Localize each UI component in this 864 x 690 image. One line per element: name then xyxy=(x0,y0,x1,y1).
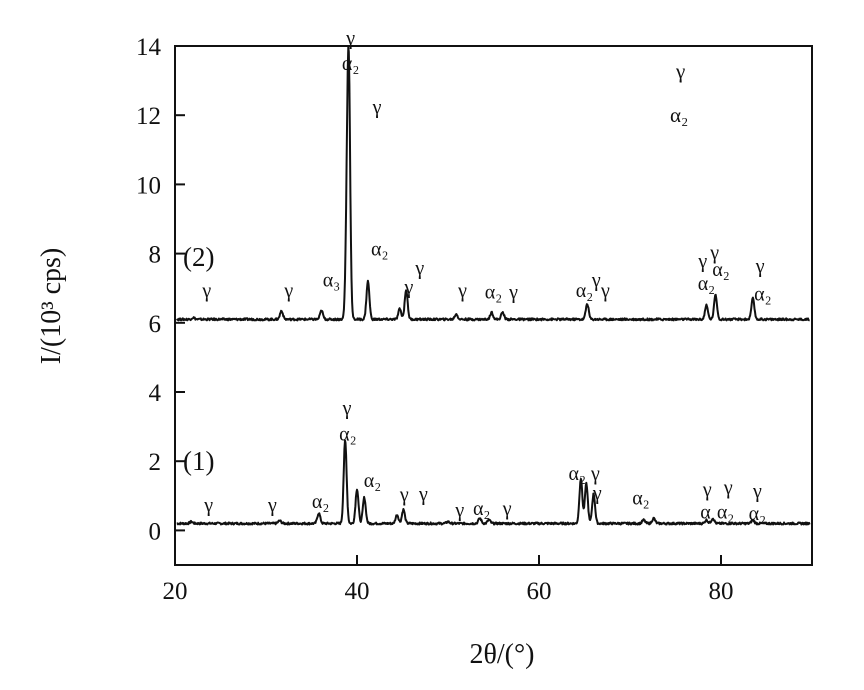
peak-label: γ xyxy=(502,498,512,520)
peak-label: γ xyxy=(342,397,352,419)
peak-label: γ xyxy=(201,280,211,302)
y-axis-title: I/(10³ cps) xyxy=(36,248,67,364)
peak-label: α₂ xyxy=(754,283,771,305)
y-tick-label: 4 xyxy=(149,380,162,407)
peak-label: α₂ xyxy=(485,282,502,304)
peak-label: γ xyxy=(723,477,733,499)
y-tick-label: 6 xyxy=(149,311,162,338)
series-line-2 xyxy=(175,46,811,322)
peak-label: α₃ xyxy=(323,269,340,291)
peak-label: α₂ xyxy=(632,487,649,509)
x-axis-title: 2θ/(°) xyxy=(469,639,534,670)
peak-label: γ xyxy=(592,482,602,504)
peak-label: γ xyxy=(414,257,424,279)
peak-label: γ xyxy=(709,242,719,264)
series-label-1: (1) xyxy=(183,446,214,476)
peak-label: γ xyxy=(702,479,712,501)
peak-label: α₂ xyxy=(717,501,734,523)
peak-label: γ xyxy=(418,483,428,505)
peak-label: α₂ xyxy=(712,259,729,281)
peak-label: α₂ xyxy=(312,491,329,513)
peak-label: α₂ xyxy=(749,503,766,525)
peak-label: γ xyxy=(457,280,467,302)
legend-gamma-symbol: γ xyxy=(675,59,685,83)
peak-label: α₂ xyxy=(473,498,490,520)
plot-frame xyxy=(174,45,813,566)
y-tick-label: 0 xyxy=(149,518,162,545)
y-tick-label: 12 xyxy=(136,103,161,130)
peak-label: γ xyxy=(454,500,464,522)
peak-label: α₂ xyxy=(698,273,715,295)
peak-label: γ xyxy=(345,27,355,49)
legend-alpha2-symbol: α₂ xyxy=(670,103,688,127)
peak-label: γ xyxy=(508,282,518,304)
peak-label: α₂ xyxy=(576,280,593,302)
x-tick-label: 60 xyxy=(527,578,552,605)
peak-label: γ xyxy=(591,269,601,291)
series-lines xyxy=(175,46,811,526)
peak-label: γ xyxy=(697,250,707,272)
y-tick-label: 14 xyxy=(136,34,162,61)
peak-label: α₂ xyxy=(364,470,381,492)
peak-label: γ xyxy=(372,96,382,118)
y-tick-label: 10 xyxy=(136,172,161,199)
peak-label: α₂ xyxy=(339,423,356,445)
peak-label: α₂ xyxy=(568,463,585,485)
x-tick-label: 40 xyxy=(345,578,370,605)
x-tick-label: 20 xyxy=(163,578,188,605)
x-tick-label: 80 xyxy=(709,578,734,605)
peak-label: γ xyxy=(267,494,277,516)
axis-ticks: 20 40 60 80 0 2 4 6 8 10 12 14 xyxy=(136,34,734,605)
y-tick-label: 8 xyxy=(149,242,162,269)
peak-label: γ xyxy=(755,256,765,278)
peak-label: γ xyxy=(403,276,413,298)
peak-label: α₂ xyxy=(371,238,388,260)
peak-label: γ xyxy=(399,484,409,506)
peak-label: γ xyxy=(283,280,293,302)
series-line-1 xyxy=(176,439,811,526)
peak-label: γ xyxy=(590,463,600,485)
y-tick-label: 2 xyxy=(149,449,162,476)
peak-label: γ xyxy=(203,494,213,516)
peak-label: α xyxy=(700,501,711,523)
peak-label: α₂ xyxy=(342,53,359,75)
peak-label: γ xyxy=(600,280,610,302)
series-label-2: (2) xyxy=(183,242,214,272)
peak-label: γ xyxy=(752,481,762,503)
